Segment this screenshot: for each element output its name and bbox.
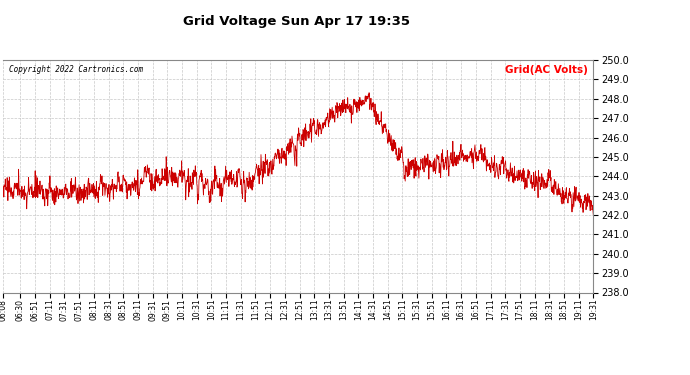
Text: Grid Voltage Sun Apr 17 19:35: Grid Voltage Sun Apr 17 19:35 bbox=[184, 15, 410, 28]
Text: Grid(AC Volts): Grid(AC Volts) bbox=[504, 64, 587, 75]
Text: Copyright 2022 Cartronics.com: Copyright 2022 Cartronics.com bbox=[10, 64, 144, 74]
